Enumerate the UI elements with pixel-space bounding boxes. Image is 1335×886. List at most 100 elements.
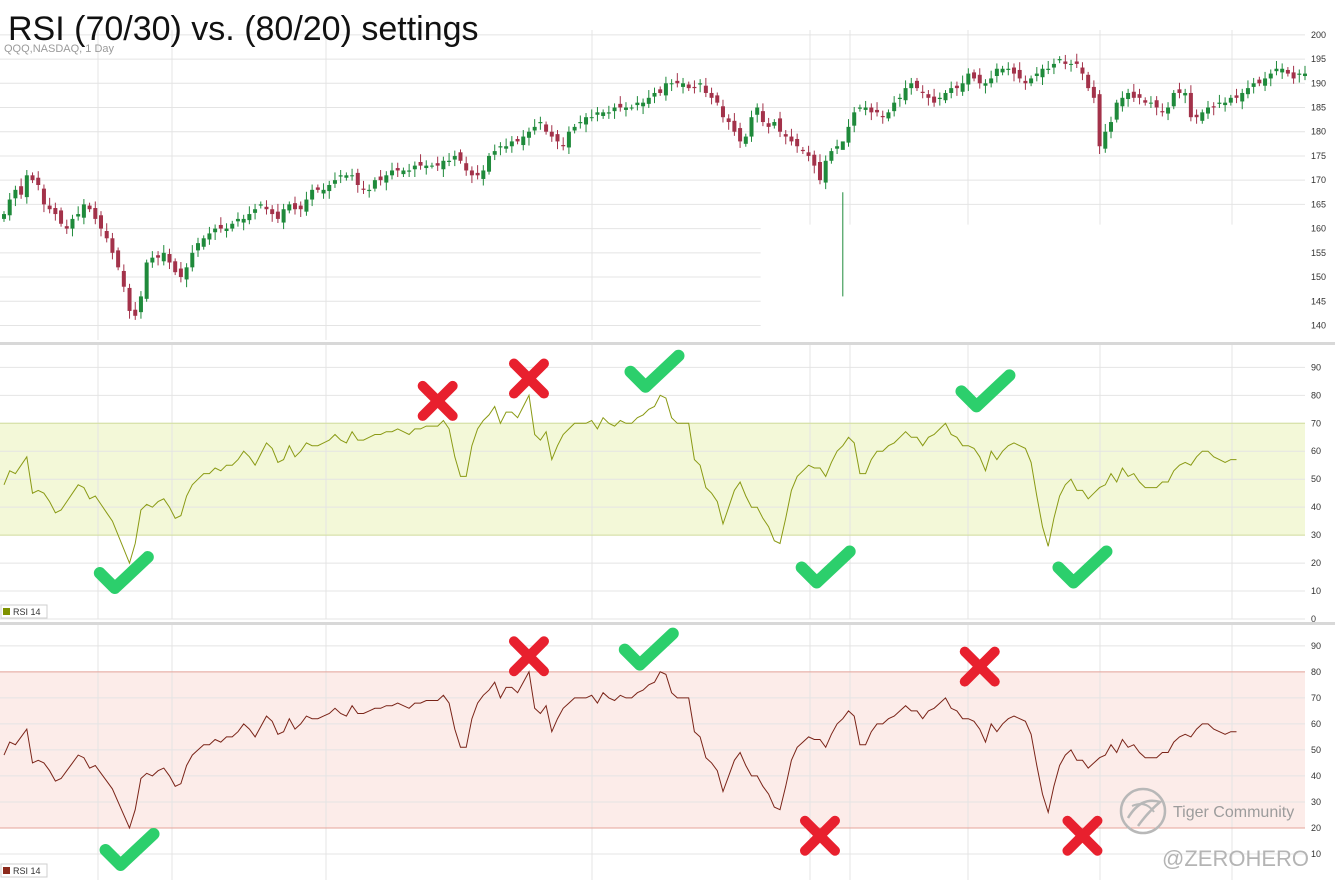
candle-body-79 xyxy=(452,155,457,160)
candle-body-49 xyxy=(281,209,286,223)
candle-body-201 xyxy=(1148,102,1153,104)
candle-body-94 xyxy=(538,122,543,124)
candle-body-30 xyxy=(173,261,178,273)
candle-body-207 xyxy=(1183,92,1188,96)
candle-body-219 xyxy=(1251,83,1256,87)
candle-body-180 xyxy=(1029,78,1034,84)
price-tick-160: 160 xyxy=(1311,224,1326,234)
candle-body-70 xyxy=(401,170,406,175)
candle-body-182 xyxy=(1040,68,1045,78)
candle-body-136 xyxy=(778,118,783,132)
candle-body-145 xyxy=(829,151,834,161)
candle-body-96 xyxy=(549,131,554,137)
candle-body-216 xyxy=(1234,95,1239,98)
candle-body-112 xyxy=(641,102,646,107)
candle-body-130 xyxy=(743,136,748,144)
candle-body-2 xyxy=(13,189,18,199)
candle-body-181 xyxy=(1034,73,1039,77)
candle-body-147 xyxy=(840,141,845,150)
candle-body-27 xyxy=(156,255,161,258)
candle-body-101 xyxy=(578,122,583,124)
candle-body-67 xyxy=(384,175,389,183)
candle-body-168 xyxy=(960,83,965,92)
candle-body-6 xyxy=(36,177,41,185)
candle-body-202 xyxy=(1154,100,1159,108)
candle-body-71 xyxy=(407,170,412,172)
candle-body-47 xyxy=(270,209,275,215)
candle-body-34 xyxy=(196,243,201,251)
rsi1-check-icon-4 xyxy=(795,545,856,589)
candle-body-114 xyxy=(652,92,657,97)
rsi2-legend-swatch xyxy=(3,867,10,874)
candle-body-185 xyxy=(1057,59,1062,61)
candle-body-118 xyxy=(675,80,680,84)
rsi1-tick-70: 70 xyxy=(1311,418,1321,428)
candle-body-198 xyxy=(1131,91,1136,98)
candle-body-82 xyxy=(469,170,474,176)
rsi2-cross-icon-1 xyxy=(508,636,549,677)
candle-body-146 xyxy=(835,146,840,149)
candle-body-100 xyxy=(572,126,577,131)
candle-body-18 xyxy=(104,231,109,239)
candle-body-73 xyxy=(418,161,423,166)
chart-subtitle: QQQ,NASDAQ, 1 Day xyxy=(4,43,115,55)
rsi1-tick-0: 0 xyxy=(1311,614,1316,624)
rsi2-line xyxy=(3,670,1237,830)
candle-body-116 xyxy=(663,83,668,96)
rsi2-tick-70: 70 xyxy=(1311,693,1321,703)
rsi2-check-icon-2 xyxy=(618,627,679,671)
candle-body-57 xyxy=(327,185,332,192)
candle-body-159 xyxy=(909,83,914,89)
candle-body-184 xyxy=(1051,63,1056,68)
candle-body-175 xyxy=(1000,68,1005,73)
rsi1-check-icon-5 xyxy=(955,369,1016,413)
candle-body-105 xyxy=(601,112,606,116)
candle-body-137 xyxy=(783,134,788,137)
candle-body-104 xyxy=(595,112,600,115)
candle-body-173 xyxy=(989,78,994,84)
rsi2-tick-50: 50 xyxy=(1311,745,1321,755)
candle-body-46 xyxy=(264,206,269,210)
candle-body-214 xyxy=(1223,102,1228,106)
candle-body-121 xyxy=(692,86,697,89)
candle-body-128 xyxy=(732,120,737,132)
candle-body-213 xyxy=(1217,102,1222,104)
candle-body-63 xyxy=(361,188,366,190)
candle-body-37 xyxy=(213,228,218,233)
candle-body-7 xyxy=(41,188,46,205)
candle-body-204 xyxy=(1166,107,1171,114)
candle-body-8 xyxy=(47,205,52,210)
candle-body-166 xyxy=(949,88,954,93)
candle-body-52 xyxy=(298,205,303,210)
candle-body-170 xyxy=(972,72,977,79)
candle-body-21 xyxy=(121,270,126,287)
candle-body-134 xyxy=(766,123,771,127)
candle-body-39 xyxy=(224,228,229,232)
candle-body-163 xyxy=(932,96,937,103)
candle-body-200 xyxy=(1143,100,1148,103)
candle-body-115 xyxy=(658,89,663,93)
candle-body-13 xyxy=(76,214,81,217)
candle-body-224 xyxy=(1280,68,1285,73)
candle-body-43 xyxy=(247,214,252,221)
rsi1-check-icon-0 xyxy=(93,551,154,595)
candle-body-99 xyxy=(566,131,571,148)
rsi2-check-icon-0 xyxy=(99,827,160,871)
rsi1-line xyxy=(3,393,1237,565)
rsi2-cross-icon-3 xyxy=(799,815,840,856)
rsi1-tick-30: 30 xyxy=(1311,530,1321,540)
candle-body-187 xyxy=(1069,63,1074,65)
candle-body-164 xyxy=(937,97,942,100)
rsi1-cross-icon-2 xyxy=(508,358,549,399)
candle-body-108 xyxy=(618,103,623,108)
candle-body-174 xyxy=(994,68,999,77)
candle-body-97 xyxy=(555,134,560,142)
rsi1-tick-60: 60 xyxy=(1311,446,1321,456)
rsi1-check-icon-3 xyxy=(624,349,685,393)
candle-body-69 xyxy=(395,168,400,171)
candle-body-55 xyxy=(315,187,320,190)
candle-body-193 xyxy=(1103,131,1108,149)
candle-body-227 xyxy=(1297,73,1302,75)
price-tick-170: 170 xyxy=(1311,175,1326,185)
candle-body-84 xyxy=(481,170,486,179)
